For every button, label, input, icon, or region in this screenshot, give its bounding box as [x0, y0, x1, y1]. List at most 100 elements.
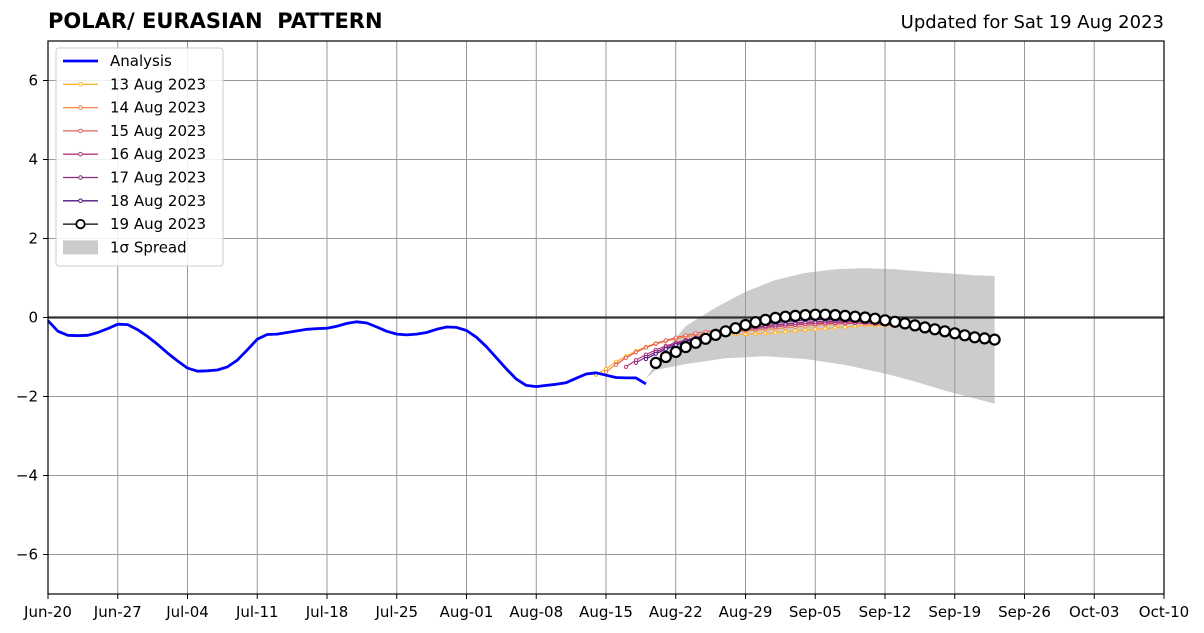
- legend-label: 13 Aug 2023: [110, 75, 206, 93]
- forecast-point: [858, 311, 872, 324]
- legend-swatch-marker: [78, 82, 83, 87]
- x-tick-label: Jul-11: [235, 603, 279, 621]
- forecast-point: [773, 330, 778, 335]
- forecast-point: [898, 317, 912, 330]
- x-tick-label: Jul-04: [165, 603, 209, 621]
- forecast-point: [669, 345, 682, 358]
- legend-box: [55, 47, 224, 267]
- series-layer: [46, 308, 1001, 389]
- forecast-point: [739, 318, 752, 332]
- chart-subtitle: Updated for Sat 19 Aug 2023: [900, 12, 1164, 33]
- forecast-point: [823, 326, 828, 331]
- legend-swatch-marker: [75, 219, 86, 230]
- x-tick-label: Aug-29: [719, 603, 773, 621]
- legend-label: 19 Aug 2023: [110, 215, 206, 233]
- forecast-point: [753, 331, 758, 336]
- forecast-point: [709, 328, 722, 341]
- legend-swatch-marker: [78, 105, 83, 110]
- y-tick-label: 0: [28, 309, 38, 327]
- forecast-point: [643, 356, 649, 362]
- forecast-point: [613, 362, 619, 367]
- forecast-point: [719, 325, 732, 338]
- forecast-point: [679, 341, 692, 354]
- x-tick-label: Jul-18: [305, 603, 349, 621]
- legend-swatch-marker: [78, 175, 83, 180]
- forecast-point: [699, 332, 712, 345]
- forecast-point: [759, 313, 772, 326]
- forecast-point: [938, 325, 951, 338]
- spread-band: [645, 268, 995, 404]
- legend-label: 15 Aug 2023: [110, 122, 206, 140]
- forecast-point: [848, 310, 862, 323]
- legend-label: 1σ Spread: [110, 238, 187, 256]
- forecast-point: [763, 331, 768, 336]
- x-tick-label: Aug-01: [440, 603, 494, 621]
- forecast-point: [948, 327, 961, 340]
- y-tick-label: −2: [16, 388, 38, 406]
- x-tick-label: Oct-10: [1139, 603, 1189, 621]
- forecast-point: [663, 347, 668, 352]
- forecast-point: [603, 369, 609, 375]
- y-axis: 6 4 2 0 −2 −4 −6: [16, 72, 48, 564]
- forecast-point: [978, 332, 991, 345]
- forecast-point: [803, 328, 808, 333]
- forecast-point: [633, 350, 639, 355]
- forecast-point: [819, 308, 832, 321]
- forecast-point: [779, 310, 792, 323]
- forecast-point: [908, 319, 922, 332]
- forecast-point: [878, 314, 892, 327]
- legend-label: Analysis: [110, 52, 172, 70]
- forecast-point: [623, 355, 629, 360]
- legend-swatch-marker: [78, 128, 83, 134]
- forecast-point: [693, 331, 698, 336]
- forecast-point: [968, 331, 981, 344]
- forecast-point: [928, 323, 941, 336]
- forecast-point: [988, 333, 1001, 346]
- forecast-point: [653, 341, 658, 346]
- y-tick-label: 2: [28, 230, 38, 248]
- forecast-point: [918, 321, 932, 334]
- forecast-point: [958, 329, 971, 342]
- analysis-line: [46, 319, 647, 389]
- forecast-point: [769, 311, 782, 324]
- x-tick-label: Jul-25: [374, 603, 418, 621]
- x-tick-label: Sep-12: [859, 603, 912, 621]
- forecast-point: [643, 345, 649, 350]
- x-tick-label: Jun-27: [93, 603, 142, 621]
- forecast-point: [809, 308, 822, 321]
- y-tick-label: −6: [16, 546, 38, 564]
- forecast-point: [653, 351, 658, 356]
- legend-swatch-marker: [78, 151, 83, 157]
- forecast-point: [659, 350, 672, 364]
- forecast-point: [838, 309, 852, 322]
- x-tick-label: Aug-08: [509, 603, 563, 621]
- forecast-point: [729, 322, 742, 335]
- forecast-point: [689, 336, 702, 349]
- legend-label: 17 Aug 2023: [110, 169, 206, 187]
- x-tick-label: Aug-15: [579, 603, 633, 621]
- x-tick-label: Sep-26: [998, 603, 1051, 621]
- forecast-point: [813, 327, 818, 332]
- forecast-point: [749, 316, 762, 329]
- x-tick-label: Aug-22: [649, 603, 703, 621]
- legend-label: 16 Aug 2023: [110, 145, 206, 163]
- legend-swatch-spread: [63, 240, 98, 255]
- forecast-point: [829, 309, 842, 322]
- forecast-point: [783, 329, 788, 334]
- forecast-point: [683, 333, 688, 338]
- y-tick-label: −4: [16, 467, 38, 485]
- legend-swatch-marker: [78, 198, 83, 204]
- spread-layer: [645, 268, 995, 404]
- forecast-point: [623, 364, 629, 369]
- forecast-point: [663, 338, 668, 343]
- x-axis: Jun-20 Jun-27 Jul-04 Jul-11 Jul-18 Jul-25 Aug-…: [23, 594, 1189, 621]
- forecast-point: [789, 309, 802, 322]
- x-tick-label: Jun-20: [23, 603, 72, 621]
- x-tick-label: Sep-19: [928, 603, 981, 621]
- forecast-point: [793, 328, 798, 333]
- legend-label: 14 Aug 2023: [110, 99, 206, 117]
- forecast-point: [673, 335, 678, 340]
- forecast-point: [888, 315, 902, 328]
- forecast-point: [649, 356, 662, 369]
